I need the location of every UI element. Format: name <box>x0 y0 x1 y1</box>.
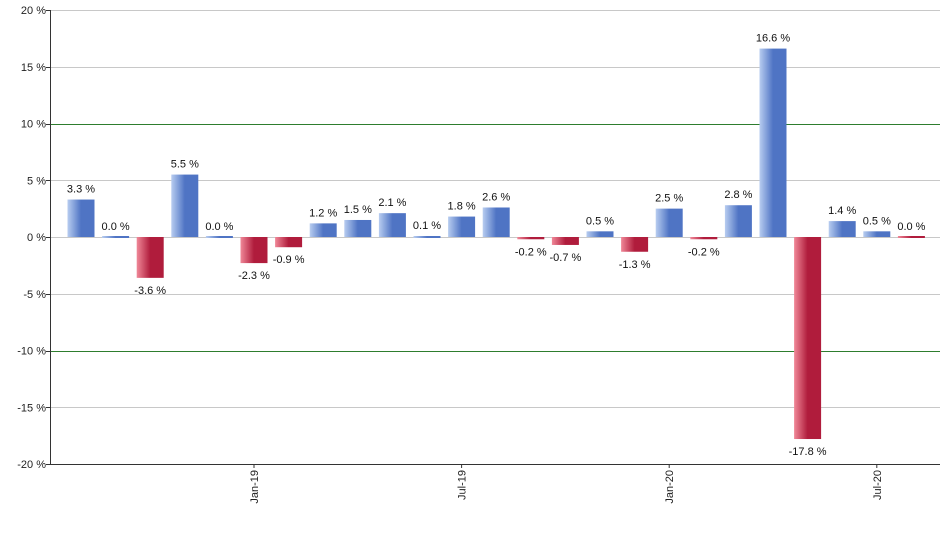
bar-value-label: 0.0 % <box>205 221 233 233</box>
bar-value-label: 0.0 % <box>897 221 925 233</box>
bar-value-label: 2.6 % <box>482 191 510 203</box>
y-tick-label: -5 % <box>23 289 46 301</box>
bar <box>205 236 233 238</box>
bar-value-label: 1.4 % <box>828 205 856 217</box>
x-tick-label: Jan-20 <box>664 470 676 504</box>
bar <box>690 237 718 240</box>
bar-value-label: 1.5 % <box>344 204 372 216</box>
bar <box>309 223 337 237</box>
bar-value-label: 0.5 % <box>863 215 891 227</box>
x-tick-label: Jul-19 <box>457 470 469 500</box>
bar <box>275 237 303 248</box>
y-tick-label: 0 % <box>27 232 46 244</box>
axes <box>46 10 940 465</box>
bar <box>759 48 787 238</box>
bars <box>67 48 925 440</box>
x-tick-label: Jan-19 <box>249 470 261 504</box>
x-tick-label: Jul-20 <box>872 470 884 500</box>
bar <box>102 236 130 238</box>
bar <box>621 237 649 252</box>
bar <box>448 216 476 237</box>
bar-value-label: -0.2 % <box>515 246 547 258</box>
bar-value-label: 1.2 % <box>309 207 337 219</box>
bar-value-label: 0.5 % <box>586 215 614 227</box>
bar-value-label: 5.5 % <box>171 159 199 171</box>
bar <box>67 199 95 237</box>
bar-value-label: 16.6 % <box>756 33 790 45</box>
y-tick-label: 5 % <box>27 175 46 187</box>
bar-value-label: 0.1 % <box>413 220 441 232</box>
bar <box>240 237 268 264</box>
bar <box>378 213 406 237</box>
bar-value-label: -3.6 % <box>134 285 166 297</box>
bar-value-label: 2.5 % <box>655 193 683 205</box>
y-tick-label: -10 % <box>17 346 46 358</box>
bar-value-label: -0.9 % <box>273 254 305 266</box>
bar-value-label: 3.3 % <box>67 184 95 196</box>
data-labels: 3.3 % 0.0 % -3.6 % 5.5 % 0.0 % -2.3 %-0.9 % 1.… <box>67 33 926 458</box>
bar-value-label: 2.8 % <box>724 189 752 201</box>
y-tick-label: -20 % <box>17 459 46 471</box>
bar <box>828 221 856 237</box>
bar-value-label: -17.8 % <box>789 446 827 458</box>
bar <box>897 236 925 238</box>
bar-value-label: -2.3 % <box>238 270 270 282</box>
bar <box>586 231 614 237</box>
bar <box>863 231 891 237</box>
bar-value-label: 0.0 % <box>102 221 130 233</box>
bar <box>171 174 199 237</box>
bar <box>724 205 752 237</box>
bar-value-label: -0.2 % <box>688 246 720 258</box>
reference-lines <box>50 124 940 352</box>
bar <box>344 219 372 237</box>
bar <box>517 237 545 240</box>
bar <box>413 236 441 238</box>
bar-value-label: 2.1 % <box>378 197 406 209</box>
bar <box>551 237 579 245</box>
y-tick-label: 15 % <box>21 62 46 74</box>
bar-value-label: -0.7 % <box>550 252 582 264</box>
y-tick-label: 10 % <box>21 119 46 131</box>
x-tick-labels: Jan-19 Jul-19 Jan-20 Jul-20 <box>249 464 884 504</box>
bar <box>794 237 822 440</box>
bar <box>655 208 683 237</box>
bar <box>136 237 164 278</box>
bar-value-label: -1.3 % <box>619 259 651 271</box>
y-tick-labels: 20 % 15 % 10 % 5 % 0 % -5 % -10 % -15 % -20 % <box>17 5 46 471</box>
bar <box>482 207 510 237</box>
y-tick-label: 20 % <box>21 5 46 17</box>
y-tick-label: -15 % <box>17 402 46 414</box>
bar-value-label: 1.8 % <box>448 201 476 213</box>
